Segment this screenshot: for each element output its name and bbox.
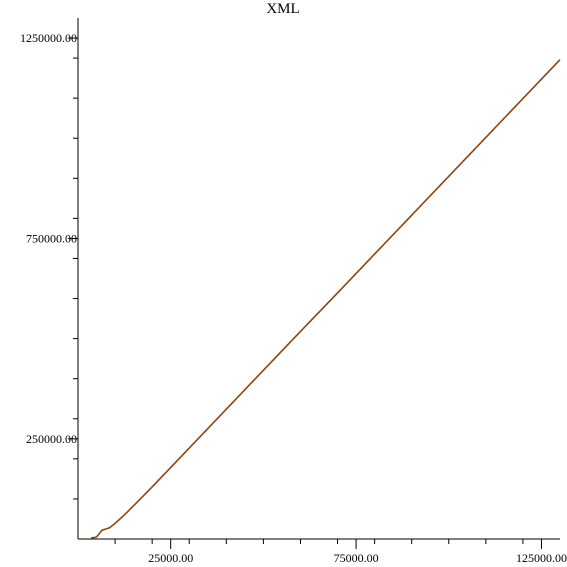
x-tick-label: 75000.00	[334, 551, 379, 565]
y-tick-label: 750000.00	[26, 231, 77, 245]
x-axis-ticks: 25000.00 75000.00 125000.00	[114, 539, 567, 565]
x-tick-label: 25000.00	[148, 551, 193, 565]
y-axis-ticks: 250000.00 750000.00 1250000.00	[20, 31, 78, 500]
y-tick-label: 1250000.00	[20, 31, 77, 45]
y-tick-label: 250000.00	[26, 432, 77, 446]
chart-title: XML	[266, 1, 299, 17]
series-layer	[90, 59, 561, 539]
x-tick-label: 125000.00	[516, 551, 567, 565]
series-line	[90, 59, 561, 539]
